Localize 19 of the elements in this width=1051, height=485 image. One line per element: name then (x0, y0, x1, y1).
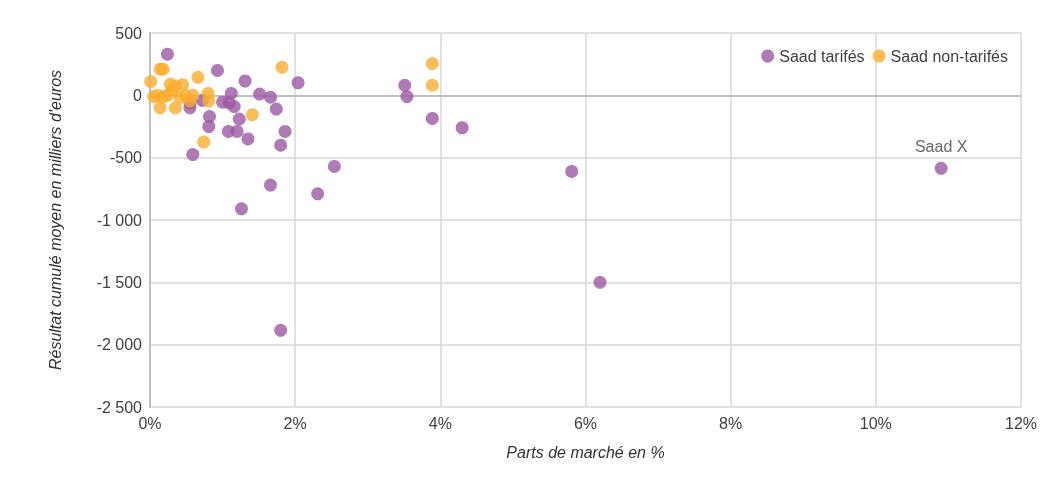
x-tick-label: 4% (428, 414, 452, 432)
x-tick-label: 8% (719, 414, 743, 432)
x-tick-label: 12% (1004, 414, 1038, 432)
y-tick-label: -500 (109, 149, 143, 167)
x-tick-label: 10% (859, 414, 892, 432)
x-tick-label: 2% (283, 414, 307, 432)
x-axis-title: Parts de marché en % (506, 443, 665, 461)
y-tick-label: -1 000 (96, 211, 143, 229)
y-tick-label: -2 000 (96, 336, 143, 354)
x-tick-label: 0% (138, 414, 162, 432)
x-tick-label: 6% (573, 414, 598, 432)
y-tick-label: -1 500 (96, 273, 143, 291)
y-tick-label: -2 500 (96, 398, 143, 416)
legend-label: Saad tarifés (779, 47, 865, 65)
legend-label: Saad non-tarifés (890, 47, 1008, 65)
y-tick-label: 500 (115, 24, 143, 42)
annotation: Saad X (914, 137, 968, 155)
y-axis-title: Résultat cumulé moyen en milliers d'euros (46, 69, 64, 371)
y-tick-label: 0 (133, 86, 143, 104)
